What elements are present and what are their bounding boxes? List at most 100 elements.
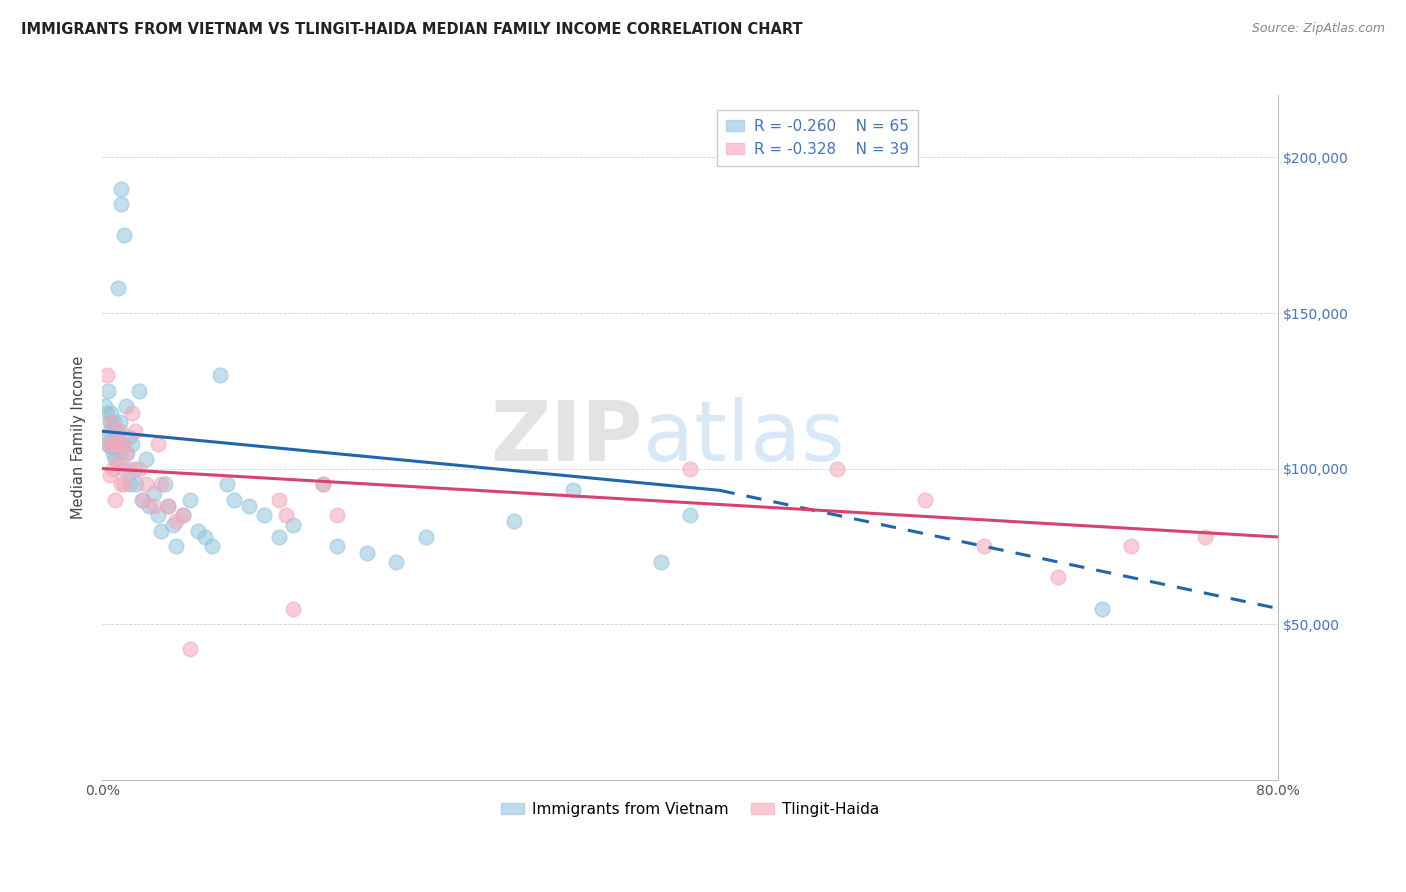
Point bbox=[118, 461, 141, 475]
Point bbox=[1119, 539, 1142, 553]
Point bbox=[100, 440, 122, 454]
Point bbox=[187, 524, 209, 538]
Point bbox=[157, 499, 180, 513]
Point bbox=[650, 555, 672, 569]
Point bbox=[104, 430, 127, 444]
Point bbox=[162, 517, 184, 532]
Point bbox=[103, 436, 125, 450]
Point bbox=[179, 492, 201, 507]
Point bbox=[128, 384, 150, 398]
Point bbox=[107, 455, 129, 469]
Point bbox=[415, 530, 437, 544]
Point bbox=[217, 477, 239, 491]
Point bbox=[110, 477, 132, 491]
Point bbox=[111, 436, 134, 450]
Point bbox=[267, 492, 290, 507]
Point bbox=[238, 499, 260, 513]
Y-axis label: Median Family Income: Median Family Income bbox=[72, 356, 86, 519]
Point bbox=[150, 524, 173, 538]
Point bbox=[114, 400, 136, 414]
Point bbox=[274, 508, 297, 523]
Point bbox=[97, 384, 120, 398]
Point bbox=[112, 477, 135, 491]
Point bbox=[132, 492, 155, 507]
Point bbox=[179, 642, 201, 657]
Text: IMMIGRANTS FROM VIETNAM VS TLINGIT-HAIDA MEDIAN FAMILY INCOME CORRELATION CHART: IMMIGRANTS FROM VIETNAM VS TLINGIT-HAIDA… bbox=[21, 22, 803, 37]
Point bbox=[118, 430, 141, 444]
Point bbox=[98, 467, 121, 482]
Point bbox=[110, 197, 132, 211]
Point bbox=[283, 601, 305, 615]
Point bbox=[267, 530, 290, 544]
Point bbox=[142, 499, 165, 513]
Legend: Immigrants from Vietnam, Tlingit-Haida: Immigrants from Vietnam, Tlingit-Haida bbox=[495, 796, 886, 823]
Point bbox=[97, 436, 120, 450]
Point bbox=[1091, 601, 1114, 615]
Point bbox=[224, 492, 246, 507]
Point bbox=[96, 406, 118, 420]
Point bbox=[131, 492, 153, 507]
Point bbox=[98, 415, 121, 429]
Point bbox=[105, 436, 128, 450]
Point bbox=[1046, 570, 1069, 584]
Point bbox=[679, 508, 702, 523]
Point bbox=[96, 436, 118, 450]
Point bbox=[356, 545, 378, 559]
Point bbox=[103, 415, 125, 429]
Point bbox=[128, 461, 150, 475]
Point bbox=[96, 368, 118, 383]
Point bbox=[201, 539, 224, 553]
Point bbox=[112, 228, 135, 243]
Point bbox=[172, 508, 194, 523]
Point bbox=[101, 461, 124, 475]
Point bbox=[100, 406, 122, 420]
Point bbox=[253, 508, 276, 523]
Point bbox=[103, 436, 125, 450]
Point bbox=[121, 406, 143, 420]
Point bbox=[108, 415, 131, 429]
Point bbox=[165, 539, 187, 553]
Point bbox=[165, 515, 187, 529]
Point bbox=[194, 530, 217, 544]
Point bbox=[107, 281, 129, 295]
Point bbox=[104, 492, 127, 507]
Point bbox=[121, 436, 143, 450]
Point bbox=[208, 368, 231, 383]
Text: atlas: atlas bbox=[643, 397, 845, 478]
Point bbox=[100, 415, 122, 429]
Point bbox=[138, 499, 160, 513]
Point bbox=[155, 477, 177, 491]
Text: Source: ZipAtlas.com: Source: ZipAtlas.com bbox=[1251, 22, 1385, 36]
Point bbox=[312, 477, 335, 491]
Point bbox=[105, 424, 128, 438]
Text: ZIP: ZIP bbox=[491, 397, 643, 478]
Point bbox=[283, 517, 305, 532]
Point bbox=[502, 515, 524, 529]
Point bbox=[105, 440, 128, 454]
Point bbox=[124, 461, 146, 475]
Point bbox=[561, 483, 583, 498]
Point bbox=[385, 555, 408, 569]
Point bbox=[312, 477, 335, 491]
Point bbox=[142, 486, 165, 500]
Point bbox=[973, 539, 995, 553]
Point bbox=[112, 461, 135, 475]
Point bbox=[101, 421, 124, 435]
Point bbox=[150, 477, 173, 491]
Point bbox=[146, 508, 169, 523]
Point bbox=[114, 446, 136, 460]
Point bbox=[94, 400, 117, 414]
Point bbox=[124, 424, 146, 438]
Point bbox=[172, 508, 194, 523]
Point bbox=[125, 477, 148, 491]
Point bbox=[146, 436, 169, 450]
Point bbox=[135, 452, 157, 467]
Point bbox=[111, 436, 134, 450]
Point bbox=[914, 492, 936, 507]
Point bbox=[115, 446, 138, 460]
Point bbox=[679, 461, 702, 475]
Point bbox=[825, 461, 848, 475]
Point bbox=[326, 508, 349, 523]
Point bbox=[108, 446, 131, 460]
Point bbox=[120, 477, 142, 491]
